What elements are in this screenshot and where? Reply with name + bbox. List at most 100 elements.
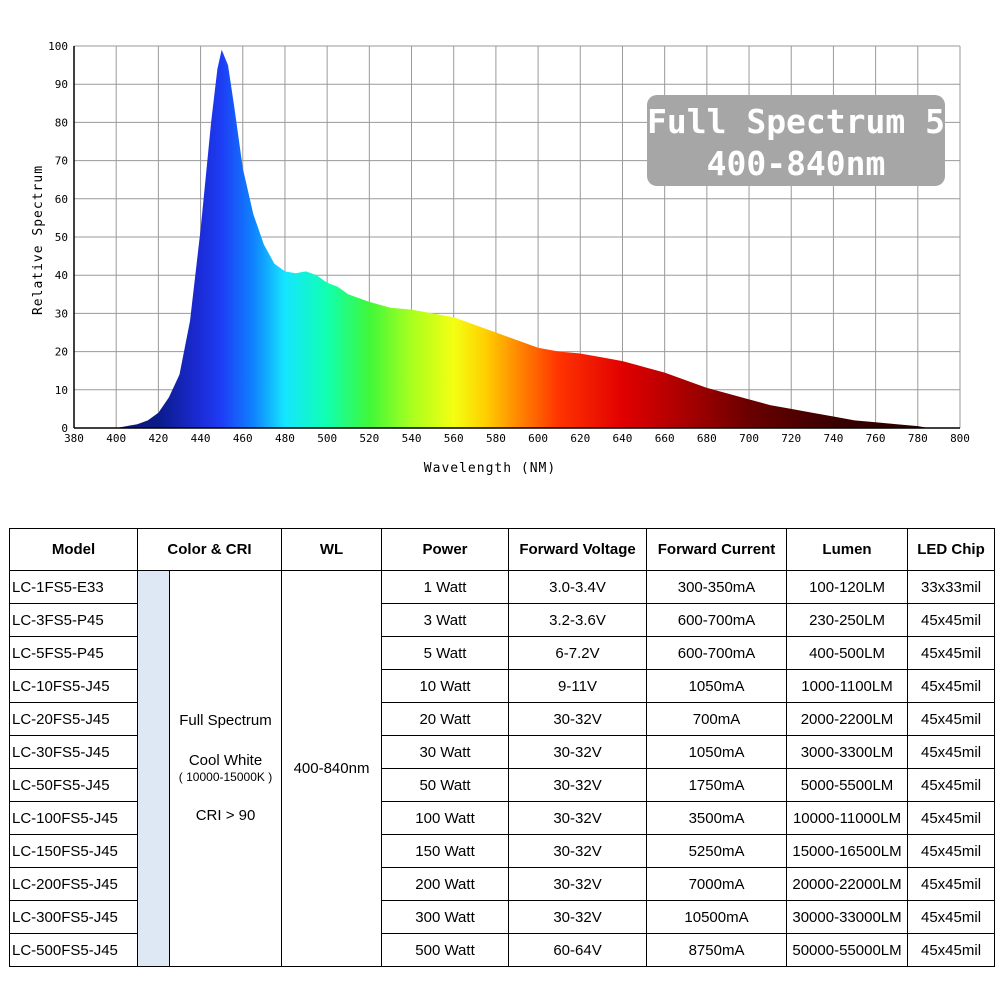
- x-tick-label: 440: [191, 432, 211, 445]
- x-tick-label: 620: [570, 432, 590, 445]
- cell-lumen: 15000-16500LM: [786, 834, 909, 868]
- x-axis-label: Wavelength (NM): [424, 461, 556, 476]
- cell-lumen: 3000-3300LM: [786, 735, 909, 769]
- spectrum-badge: Full Spectrum 5 400-840nm: [647, 95, 945, 186]
- cell-lumen: 50000-55000LM: [786, 933, 909, 967]
- cell-lumen: 30000-33000LM: [786, 900, 909, 934]
- color-band: [137, 570, 170, 967]
- cell-voltage: 30-32V: [508, 702, 648, 736]
- x-tick-label: 600: [528, 432, 548, 445]
- cell-lumen: 5000-5500LM: [786, 768, 909, 802]
- cell-wl: 400-840nm: [281, 570, 383, 967]
- y-tick-label: 100: [48, 40, 68, 53]
- cell-chip: 45x45mil: [907, 603, 996, 637]
- table-row: LC-5FS5-P45 5 Watt 6-7.2V 600-700mA 400-500L…: [9, 636, 996, 670]
- cell-voltage: 6-7.2V: [508, 636, 648, 670]
- cell-power: 10 Watt: [381, 669, 510, 703]
- cell-current: 10500mA: [646, 900, 788, 934]
- cell-model: LC-30FS5-J45: [9, 735, 138, 769]
- cell-power: 500 Watt: [381, 933, 510, 967]
- x-tick-label: 640: [613, 432, 633, 445]
- cell-current: 8750mA: [646, 933, 788, 967]
- header-lumen: Lumen: [786, 528, 909, 571]
- x-tick-label: 680: [697, 432, 717, 445]
- header-wl: WL: [281, 528, 383, 571]
- cell-model: LC-100FS5-J45: [9, 801, 138, 835]
- cell-model: LC-500FS5-J45: [9, 933, 138, 967]
- table-row: LC-300FS5-J45 300 Watt 30-32V 10500mA 30000-…: [9, 900, 996, 934]
- cell-model: LC-300FS5-J45: [9, 900, 138, 934]
- color-line-1: Full Spectrum: [179, 712, 272, 730]
- cell-lumen: 10000-11000LM: [786, 801, 909, 835]
- x-tick-label: 480: [275, 432, 295, 445]
- cell-chip: 45x45mil: [907, 702, 996, 736]
- cell-voltage: 30-32V: [508, 801, 648, 835]
- cell-lumen: 1000-1100LM: [786, 669, 909, 703]
- x-tick-labels: 380 400 420 440 460 480 500 520 540 560 580 600 620 6…: [64, 432, 970, 445]
- cell-voltage: 30-32V: [508, 834, 648, 868]
- cell-power: 1 Watt: [381, 570, 510, 604]
- table-row: LC-10FS5-J45 10 Watt 9-11V 1050mA 1000-1100L…: [9, 669, 996, 703]
- badge-background: [647, 95, 945, 186]
- cell-chip: 45x45mil: [907, 867, 996, 901]
- cell-model: LC-20FS5-J45: [9, 702, 138, 736]
- cell-power: 200 Watt: [381, 867, 510, 901]
- cell-current: 300-350mA: [646, 570, 788, 604]
- header-power: Power: [381, 528, 510, 571]
- table-row: LC-200FS5-J45 200 Watt 30-32V 7000mA 20000-2…: [9, 867, 996, 901]
- cell-power: 50 Watt: [381, 768, 510, 802]
- x-tick-label: 700: [739, 432, 759, 445]
- cell-voltage: 60-64V: [508, 933, 648, 967]
- table-row: LC-150FS5-J45 150 Watt 30-32V 5250mA 15000-1…: [9, 834, 996, 868]
- cell-voltage: 9-11V: [508, 669, 648, 703]
- cell-chip: 33x33mil: [907, 570, 996, 604]
- cell-power: 5 Watt: [381, 636, 510, 670]
- color-line-2: Cool White: [188, 751, 263, 769]
- cell-chip: 45x45mil: [907, 669, 996, 703]
- table-row: LC-1FS5-E33 Full Spectrum Cool White( 1000…: [9, 570, 996, 967]
- cell-current: 600-700mA: [646, 603, 788, 637]
- table-row: LC-3FS5-P45 3 Watt 3.2-3.6V 600-700mA 230-25…: [9, 603, 996, 637]
- cell-voltage: 3.2-3.6V: [508, 603, 648, 637]
- header-forward-voltage: Forward Voltage: [508, 528, 648, 571]
- y-tick-labels: 0 10 20 30 40 50 60 70 80 90 100: [48, 40, 68, 435]
- y-tick-label: 10: [55, 384, 68, 397]
- table-row: LC-100FS5-J45 100 Watt 30-32V 3500mA 10000-1…: [9, 801, 996, 835]
- cell-power: 150 Watt: [381, 834, 510, 868]
- cell-voltage: 30-32V: [508, 735, 648, 769]
- color-line-3: ( 10000-15000K ): [178, 770, 273, 785]
- x-tick-label: 400: [106, 432, 126, 445]
- x-tick-label: 740: [823, 432, 843, 445]
- cell-model: LC-1FS5-E33: [9, 570, 138, 604]
- cell-chip: 45x45mil: [907, 933, 996, 967]
- chart-axes: [73, 46, 960, 429]
- cell-current: 1050mA: [646, 735, 788, 769]
- cell-voltage: 3.0-3.4V: [508, 570, 648, 604]
- x-tick-label: 420: [148, 432, 168, 445]
- y-tick-label: 30: [55, 307, 68, 320]
- cell-power: 300 Watt: [381, 900, 510, 934]
- cell-lumen: 100-120LM: [786, 570, 909, 604]
- x-tick-label: 580: [486, 432, 506, 445]
- x-tick-label: 520: [359, 432, 379, 445]
- x-tick-label: 660: [655, 432, 675, 445]
- table-body: LC-1FS5-E33 Full Spectrum Cool White( 1000…: [9, 570, 996, 967]
- cell-power: 100 Watt: [381, 801, 510, 835]
- y-axis-label: Relative Spectrum: [31, 165, 46, 315]
- y-tick-label: 90: [55, 78, 68, 91]
- cell-chip: 45x45mil: [907, 801, 996, 835]
- x-tick-label: 780: [908, 432, 928, 445]
- cell-model: LC-5FS5-P45: [9, 636, 138, 670]
- cell-model: LC-50FS5-J45: [9, 768, 138, 802]
- x-tick-label: 720: [781, 432, 801, 445]
- color-line-4: CRI > 90: [195, 807, 256, 825]
- x-tick-label: 760: [866, 432, 886, 445]
- cell-voltage: 30-32V: [508, 768, 648, 802]
- x-tick-label: 540: [402, 432, 422, 445]
- cell-current: 7000mA: [646, 867, 788, 901]
- badge-range: 400-840nm: [707, 144, 886, 183]
- cell-power: 3 Watt: [381, 603, 510, 637]
- y-tick-label: 80: [55, 116, 68, 129]
- header-led-chip: LED Chip: [907, 528, 996, 571]
- cell-lumen: 400-500LM: [786, 636, 909, 670]
